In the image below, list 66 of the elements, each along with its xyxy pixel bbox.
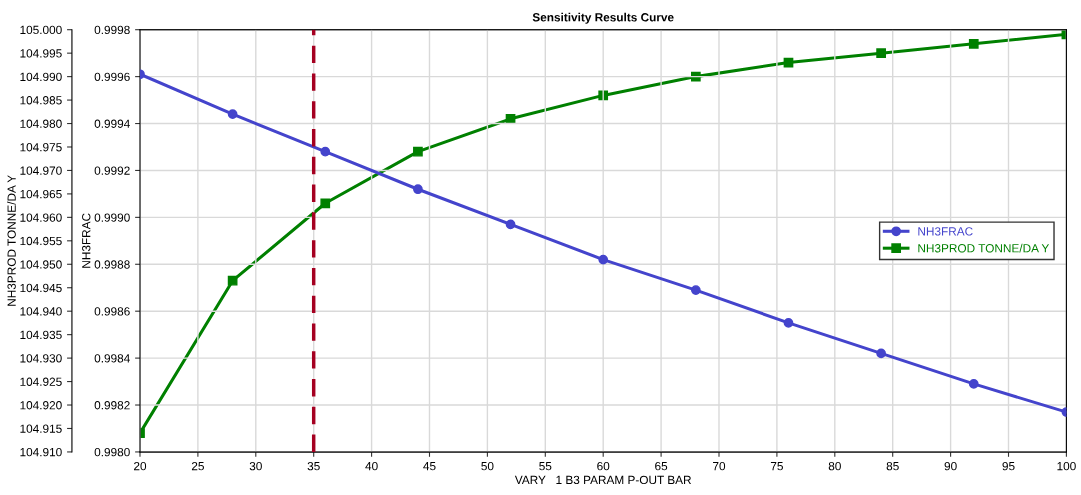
y-tick-label: 0.9992	[94, 166, 130, 175]
y2-tick-label: 104.995	[20, 49, 62, 58]
y2-tick-label: 104.910	[20, 447, 62, 457]
x-tick-label: 75	[770, 462, 783, 471]
point	[876, 48, 886, 59]
y-tick-label: 0.9988	[94, 260, 130, 269]
point	[505, 219, 516, 230]
y2-tick-label: 104.980	[20, 119, 62, 128]
y2-tick-label: 104.985	[20, 96, 62, 105]
point	[783, 318, 794, 328]
x-tick-label: 20	[134, 461, 147, 471]
y-axis-title: NH3FRAC	[82, 213, 91, 268]
x-tick-label: 55	[539, 462, 552, 471]
legend-label: NH3PROD TONNE/DA Y	[918, 243, 1050, 253]
point	[320, 146, 331, 157]
y2-axis-title: NH3PROD TONNE/DA Y	[7, 175, 16, 306]
y2-tick-label: 104.970	[20, 166, 62, 175]
y2-tick-label: 105.000	[20, 25, 62, 35]
point	[227, 275, 238, 286]
y-tick-label: 0.9980	[94, 447, 130, 457]
y-tick-label: 0.9994	[94, 119, 130, 128]
point	[876, 348, 886, 359]
y2-tick-label: 104.930	[20, 354, 62, 363]
x-tick-label: 65	[655, 461, 668, 471]
y2-tick-label: 104.975	[20, 143, 62, 152]
point	[320, 198, 331, 209]
y-tick-label: 0.9990	[94, 213, 130, 222]
x-tick-label: 70	[713, 461, 726, 471]
chart-title: Sensitivity Results Curve	[532, 12, 674, 24]
y2-tick-label: 104.940	[20, 307, 62, 316]
y2-tick-label: 104.990	[20, 72, 62, 82]
point	[968, 38, 979, 49]
x-tick-label: 60	[597, 461, 610, 471]
x-tick-label: 80	[828, 461, 841, 471]
x-tick-label: 25	[191, 461, 204, 471]
point	[598, 254, 609, 265]
y2-tick-label: 104.960	[20, 213, 62, 222]
x-tick-label: 40	[365, 461, 378, 471]
y-tick-label: 0.9998	[94, 25, 130, 35]
y2-tick-label: 104.935	[20, 330, 62, 340]
x-tick-label: 45	[423, 462, 436, 471]
point	[413, 184, 423, 195]
y2-tick-label: 104.920	[20, 401, 62, 410]
y2-tick-label: 104.950	[20, 260, 62, 269]
y2-tick-label: 104.945	[20, 283, 62, 293]
x-tick-label: 100	[1057, 461, 1076, 471]
y2-tick-label: 104.965	[20, 189, 62, 199]
point	[968, 379, 979, 389]
y-tick-label: 0.9984	[94, 354, 130, 363]
y2-tick-label: 104.955	[20, 236, 62, 246]
x-tick-label: 30	[249, 461, 262, 471]
x-tick-label: 95	[1002, 461, 1015, 471]
y-tick-label: 0.9982	[94, 401, 130, 410]
y-tick-label: 0.9996	[94, 72, 130, 82]
point	[413, 146, 423, 157]
x-axis-title: VARY 1 B3 PARAM P-OUT BAR	[514, 475, 692, 485]
x-tick-label: 90	[944, 461, 957, 471]
x-tick-label: 50	[481, 461, 494, 471]
legend-label: NH3FRAC	[918, 227, 973, 236]
y2-tick-label: 104.915	[20, 424, 62, 433]
x-tick-label: 85	[886, 461, 899, 471]
point	[227, 109, 238, 120]
y-tick-label: 0.9986	[94, 307, 130, 316]
y2-tick-label: 104.925	[20, 377, 62, 386]
x-tick-label: 35	[307, 461, 320, 471]
point	[690, 285, 701, 295]
